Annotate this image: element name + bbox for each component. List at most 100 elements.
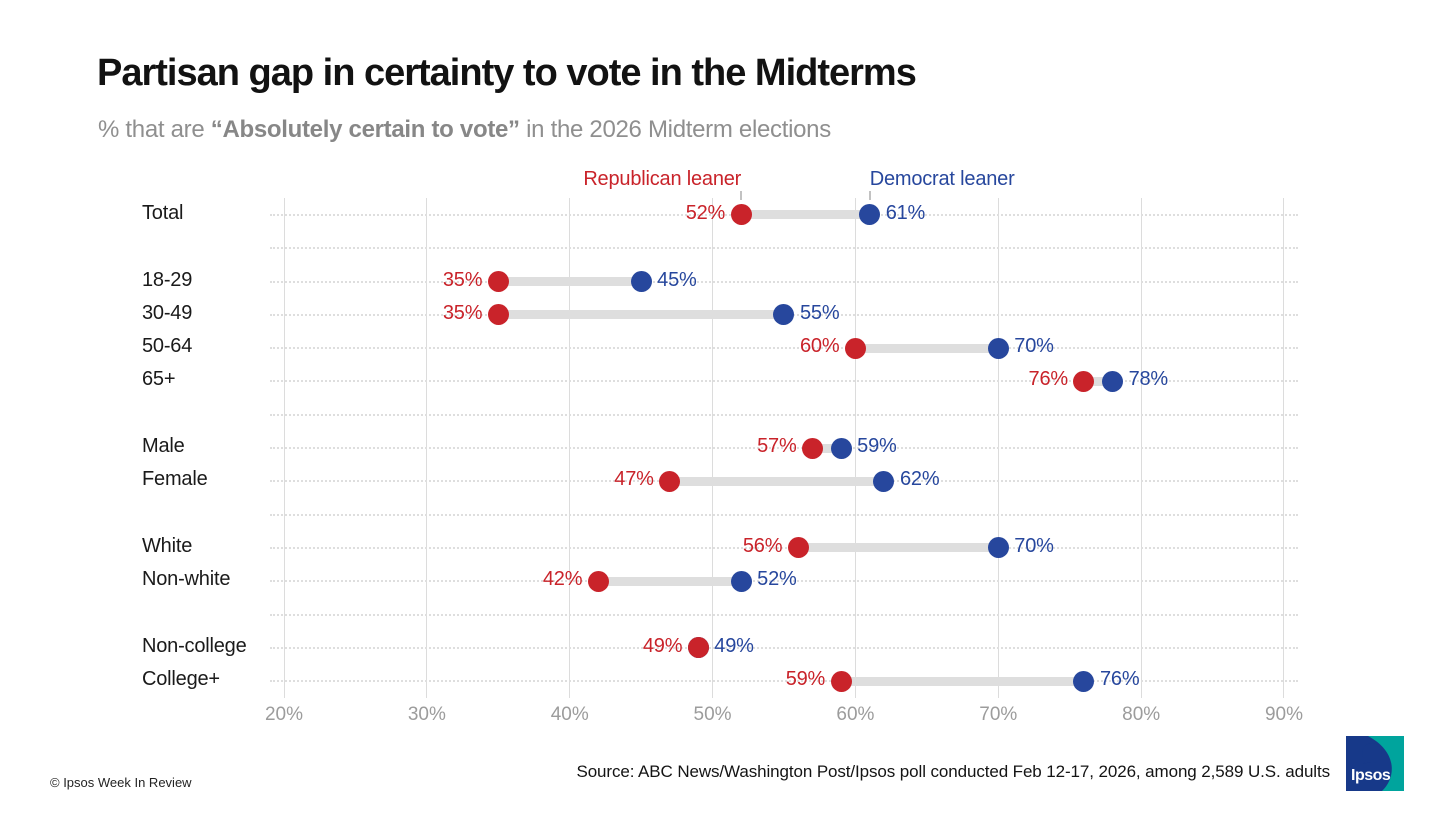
copyright-note: © Ipsos Week In Review bbox=[50, 775, 192, 790]
legend-democrat-pointer bbox=[868, 191, 871, 200]
republican-dot bbox=[659, 470, 681, 492]
x-axis-tick-label: 70% bbox=[979, 704, 1018, 725]
row-gridline bbox=[270, 580, 1298, 583]
category-label: Non-white bbox=[142, 568, 231, 591]
democrat-dot bbox=[987, 337, 1009, 359]
legend-republican-label: Republican leaner bbox=[583, 168, 742, 190]
row-gridline bbox=[270, 447, 1298, 450]
subtitle-bold: “Absolutely certain to vote” bbox=[210, 116, 520, 143]
democrat-value-label: 78% bbox=[1128, 368, 1169, 391]
democrat-value-label: 55% bbox=[799, 301, 840, 324]
category-label: White bbox=[142, 534, 193, 557]
republican-dot bbox=[802, 437, 824, 459]
republican-dot bbox=[1073, 370, 1095, 392]
legend-democrat-label: Democrat leaner bbox=[869, 168, 1015, 190]
connector-bar bbox=[741, 210, 870, 220]
connector-bar bbox=[598, 576, 742, 586]
democrat-dot bbox=[987, 537, 1009, 559]
row-gridline bbox=[270, 280, 1298, 283]
democrat-dot bbox=[859, 204, 881, 226]
democrat-value-label: 49% bbox=[714, 634, 754, 657]
row-gridline bbox=[270, 646, 1298, 649]
source-note: Source: ABC News/Washington Post/Ipsos p… bbox=[576, 762, 1330, 781]
democrat-value-label: 61% bbox=[885, 201, 926, 224]
x-axis-tick-label: 40% bbox=[550, 704, 589, 725]
republican-dot bbox=[787, 537, 809, 559]
x-axis-tick-label: 60% bbox=[836, 704, 875, 725]
connector-bar bbox=[798, 543, 999, 553]
category-label: 18-29 bbox=[142, 268, 193, 291]
republican-value-label: 76% bbox=[1028, 368, 1069, 391]
chart-subtitle: % that are “Absolutely certain to vote” … bbox=[98, 116, 831, 144]
row-gridline bbox=[270, 247, 1298, 250]
x-axis-tick-label: 50% bbox=[693, 704, 732, 725]
republican-dot bbox=[687, 637, 709, 659]
row-gridline bbox=[270, 613, 1298, 616]
connector-bar bbox=[498, 277, 642, 287]
democrat-value-label: 45% bbox=[657, 268, 697, 291]
connector-bar bbox=[841, 676, 1084, 686]
connector-bar bbox=[498, 310, 784, 320]
ipsos-logo-graphic bbox=[1346, 736, 1404, 791]
republican-value-label: 57% bbox=[757, 435, 797, 458]
category-label: 50-64 bbox=[142, 335, 193, 358]
connector-bar bbox=[812, 443, 842, 453]
democrat-dot bbox=[1102, 370, 1124, 392]
republican-dot bbox=[487, 304, 509, 326]
row-gridline bbox=[270, 380, 1298, 383]
category-label: 65+ bbox=[142, 368, 176, 391]
category-label: 30-49 bbox=[142, 301, 193, 324]
ipsos-logo: Ipsos bbox=[1346, 736, 1404, 791]
row-gridline bbox=[270, 546, 1298, 549]
chart-title: Partisan gap in certainty to vote in the… bbox=[97, 52, 917, 94]
democrat-value-label: 59% bbox=[857, 435, 897, 458]
republican-value-label: 35% bbox=[442, 301, 483, 324]
democrat-dot bbox=[730, 570, 752, 592]
x-axis-tick-label: 20% bbox=[264, 704, 304, 725]
democrat-value-label: 76% bbox=[1099, 668, 1140, 691]
category-label: Total bbox=[142, 201, 184, 224]
democrat-dot bbox=[773, 304, 795, 326]
democrat-dot bbox=[1073, 670, 1095, 692]
category-label: College+ bbox=[142, 668, 220, 691]
democrat-value-label: 62% bbox=[899, 468, 940, 491]
row-gridline bbox=[270, 413, 1298, 416]
x-axis-tick-label: 80% bbox=[1122, 704, 1161, 725]
republican-value-label: 52% bbox=[685, 201, 726, 224]
connector-bar bbox=[1083, 376, 1113, 386]
republican-value-label: 56% bbox=[742, 534, 783, 557]
category-label: Non-college bbox=[142, 634, 247, 657]
republican-value-label: 60% bbox=[799, 335, 840, 358]
ipsos-logo-wordmark: Ipsos bbox=[1351, 767, 1391, 784]
category-label: Female bbox=[142, 468, 208, 491]
democrat-value-label: 70% bbox=[1014, 534, 1054, 557]
democrat-dot bbox=[630, 271, 652, 293]
subtitle-prefix: % that are bbox=[98, 116, 211, 143]
democrat-value-label: 70% bbox=[1014, 335, 1054, 358]
republican-dot bbox=[730, 204, 752, 226]
category-label: Male bbox=[142, 435, 185, 458]
republican-dot bbox=[487, 271, 509, 293]
republican-value-label: 47% bbox=[614, 468, 654, 491]
republican-dot bbox=[587, 570, 609, 592]
republican-dot bbox=[844, 337, 866, 359]
republican-dot bbox=[830, 670, 852, 692]
row-gridline bbox=[270, 513, 1298, 516]
subtitle-suffix: in the 2026 Midterm elections bbox=[519, 116, 831, 143]
x-axis-tick-label: 30% bbox=[407, 704, 446, 725]
democrat-dot bbox=[830, 437, 852, 459]
republican-value-label: 35% bbox=[442, 268, 483, 291]
republican-value-label: 59% bbox=[785, 668, 826, 691]
legend-republican-pointer bbox=[740, 191, 743, 200]
democrat-value-label: 52% bbox=[757, 568, 797, 591]
connector-bar bbox=[855, 343, 999, 353]
connector-bar bbox=[669, 476, 884, 486]
republican-value-label: 49% bbox=[642, 634, 683, 657]
x-axis-tick-label: 90% bbox=[1264, 704, 1303, 725]
row-gridline bbox=[270, 680, 1298, 683]
democrat-dot bbox=[873, 470, 895, 492]
row-gridline bbox=[270, 347, 1298, 350]
republican-value-label: 42% bbox=[542, 568, 583, 591]
